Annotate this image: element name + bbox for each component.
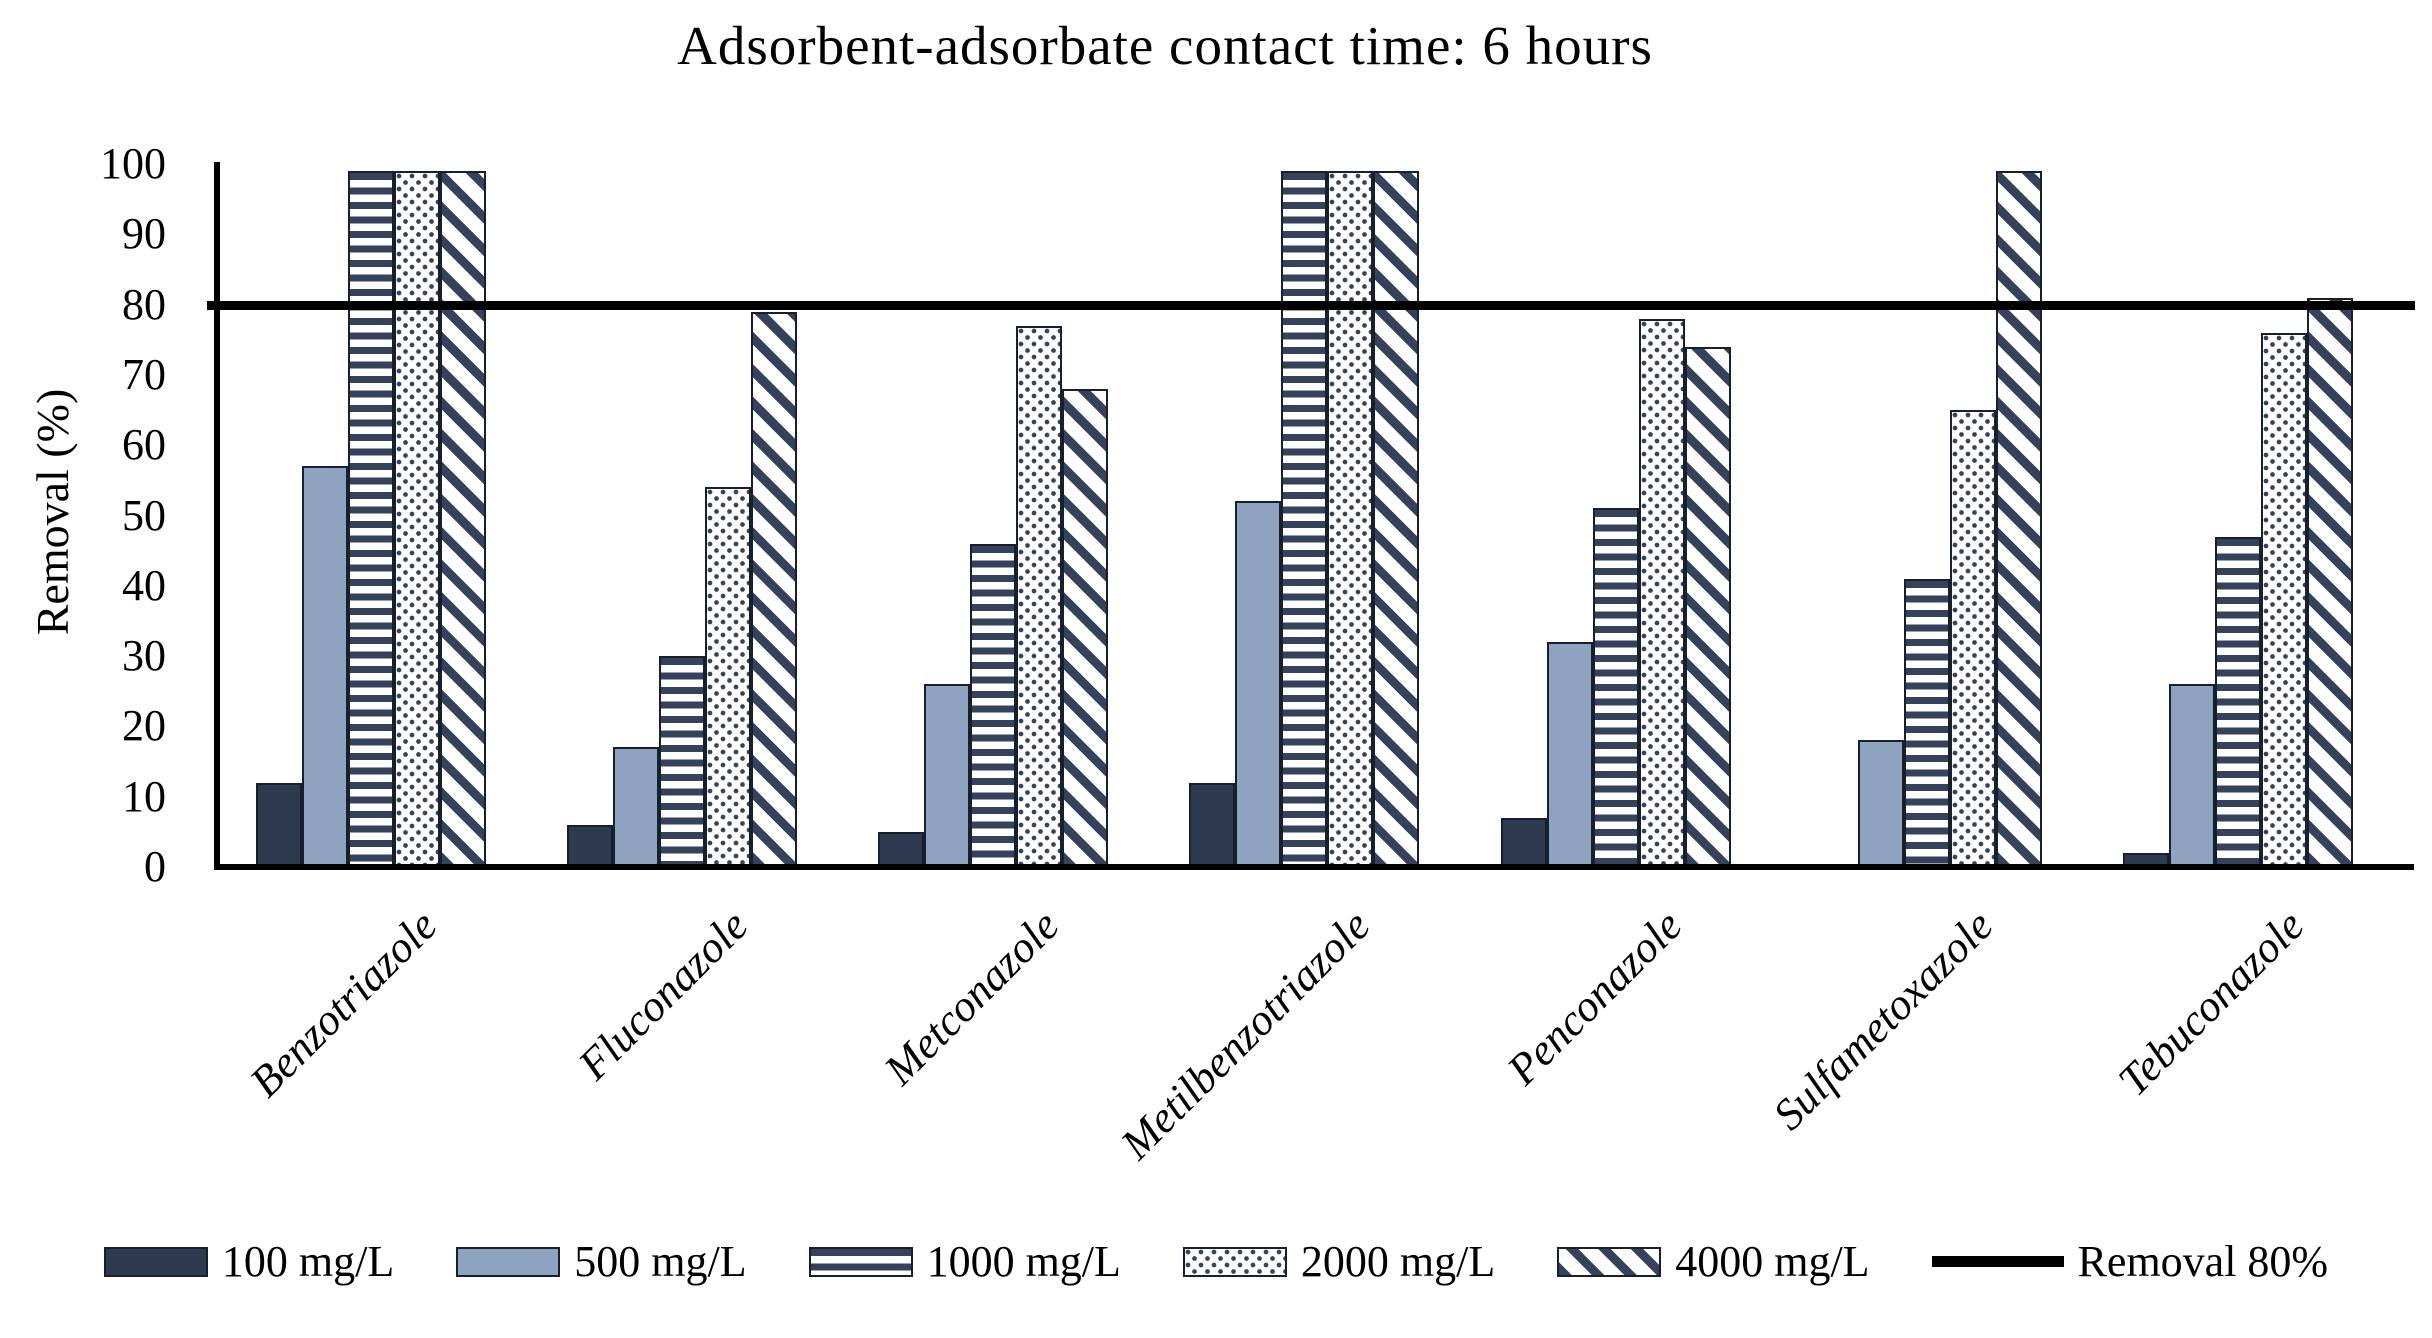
- legend-label: 4000 mg/L: [1675, 1237, 1870, 1286]
- bar-metconazole-100mg/L: [878, 831, 925, 867]
- bar-penconazole-4000mg/L: [1684, 346, 1731, 867]
- removal-80-reference-line: [207, 300, 2415, 310]
- bar-metilbenzotriazole-100mg/L: [1189, 782, 1236, 867]
- legend-item: 100 mg/L: [103, 1236, 395, 1287]
- y-tick-label: 40: [122, 560, 166, 610]
- bar-penconazole-2000mg/L: [1638, 318, 1685, 867]
- legend-label: Removal 80%: [2077, 1237, 2329, 1286]
- legend-item: 500 mg/L: [456, 1236, 747, 1287]
- legend-swatch-solid-light: [456, 1246, 561, 1277]
- bar-fluconazole-1000mg/L: [658, 656, 705, 867]
- y-tick-label: 60: [122, 420, 166, 470]
- y-tick-label: 50: [122, 490, 166, 540]
- bar-benzotriazole-100mg/L: [255, 782, 302, 867]
- bar-metconazole-1000mg/L: [970, 543, 1017, 867]
- bar-sulfametoxazole-4000mg/L: [1996, 171, 2042, 867]
- y-tick-label: 0: [144, 842, 166, 891]
- bar-metconazole-2000mg/L: [1016, 325, 1063, 867]
- legend-swatch-solid-dark: [103, 1246, 208, 1277]
- legend-swatch-hstripe: [808, 1246, 913, 1277]
- y-tick-label: 90: [122, 209, 166, 259]
- bar-penconazole-100mg/L: [1500, 817, 1547, 867]
- legend-swatch-diag: [1557, 1246, 1662, 1277]
- bar-tebuconazole-2000mg/L: [2261, 332, 2308, 867]
- bar-metilbenzotriazole-4000mg/L: [1373, 171, 1420, 867]
- bar-penconazole-500mg/L: [1546, 642, 1593, 867]
- bar-fluconazole-4000mg/L: [750, 311, 797, 867]
- chart-title: Adsorbent-adsorbate contact time: 6 hour…: [677, 15, 1653, 76]
- bar-penconazole-1000mg/L: [1592, 508, 1639, 867]
- bar-benzotriazole-2000mg/L: [393, 171, 440, 867]
- legend-item: 1000 mg/L: [808, 1236, 1121, 1287]
- legend-label: 500 mg/L: [574, 1237, 747, 1286]
- legend-item: 2000 mg/L: [1182, 1236, 1496, 1287]
- bar-tebuconazole-1000mg/L: [2215, 536, 2262, 867]
- bar-metconazole-500mg/L: [924, 684, 971, 867]
- legend-label: 2000 mg/L: [1300, 1237, 1496, 1286]
- y-tick-label: 80: [122, 279, 166, 329]
- bar-benzotriazole-1000mg/L: [347, 171, 394, 867]
- y-tick-label: 70: [122, 349, 166, 399]
- bar-fluconazole-500mg/L: [612, 747, 659, 867]
- legend-swatch-dots: [1182, 1246, 1287, 1277]
- legend: 100 mg/L 500 mg/L 1000 mg/L 2000 mg/L 4000 m…: [40, 1236, 2392, 1287]
- bar-sulfametoxazole-500mg/L: [1858, 740, 1904, 867]
- bar-tebuconazole-4000mg/L: [2307, 297, 2354, 867]
- legend-line-swatch: [1931, 1256, 2064, 1267]
- legend-label: 100 mg/L: [221, 1237, 395, 1286]
- x-axis-line: [214, 864, 2414, 870]
- y-tick-label: 30: [122, 631, 166, 681]
- y-tick-label: 10: [122, 771, 166, 821]
- y-tick-label: 100: [100, 139, 166, 188]
- bar-metconazole-4000mg/L: [1062, 388, 1109, 867]
- y-axis-line: [214, 162, 220, 870]
- bar-fluconazole-100mg/L: [566, 824, 613, 867]
- bar-benzotriazole-500mg/L: [301, 466, 348, 867]
- bar-sulfametoxazole-2000mg/L: [1950, 410, 1996, 867]
- legend-item: 4000 mg/L: [1557, 1236, 1870, 1287]
- bar-fluconazole-2000mg/L: [704, 487, 751, 867]
- legend-label: 1000 mg/L: [926, 1237, 1121, 1286]
- legend-item: Removal 80%: [1931, 1236, 2329, 1287]
- bar-metilbenzotriazole-1000mg/L: [1281, 171, 1328, 867]
- bar-tebuconazole-500mg/L: [2169, 684, 2216, 867]
- bar-metilbenzotriazole-500mg/L: [1235, 501, 1282, 867]
- bar-metilbenzotriazole-2000mg/L: [1327, 171, 1374, 867]
- bar-sulfametoxazole-1000mg/L: [1904, 578, 1950, 867]
- bar-benzotriazole-4000mg/L: [439, 171, 486, 867]
- y-tick-label: 20: [122, 701, 166, 751]
